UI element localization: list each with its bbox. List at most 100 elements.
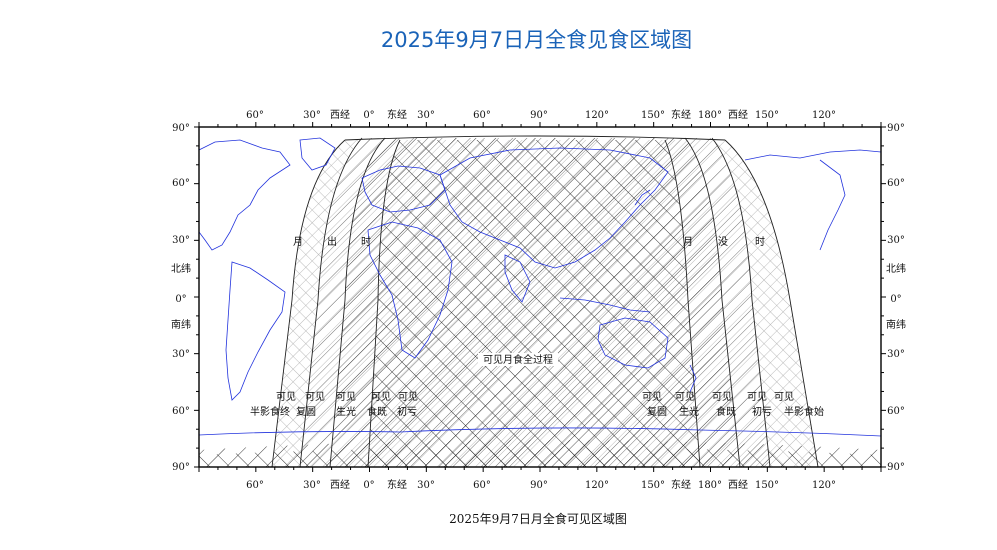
phase-label-bottom: 生光 [679, 405, 699, 418]
phase-label-top: 可见 [774, 391, 794, 403]
full-visible-label-bg [478, 353, 558, 366]
phase-label-top: 可见 [712, 391, 732, 403]
top-axis-label: 东经 [671, 108, 691, 121]
phase-label-top: 可见 [747, 391, 767, 403]
coastline-south-america [225, 261, 286, 401]
top-axis-labels: 60° 30° 西经 0° 东经 30° 60° 90° 120° 150° 东经 180° 西经 150… [246, 108, 836, 121]
coastline-nw-america [819, 159, 846, 251]
right-axis-label: 60° [887, 406, 905, 417]
full-visible-label: 可见月食全过程 [483, 353, 553, 366]
frame-ticks [194, 122, 886, 472]
bottom-axis-label: 30° [417, 480, 435, 491]
boundary-curve [299, 137, 363, 467]
moonset-label: 月没时 [683, 236, 765, 248]
right-axis-labels: 90° 60° 30° 北纬 0° 南纬 30° 60° 90° [886, 123, 906, 473]
left-axis-label: 30° [172, 349, 190, 360]
top-axis-label: 120° [585, 110, 609, 121]
boundary-curve [329, 137, 386, 467]
top-axis-label: 60° [246, 110, 264, 121]
band-polar-south-b [199, 447, 881, 467]
boundary-curve [684, 137, 741, 467]
top-axis-label: 东经 [387, 108, 407, 121]
left-axis-label: 北纬 [171, 262, 191, 275]
map-caption: 2025年9月7日月全食可见区域图 [449, 512, 627, 526]
coastline-asia [439, 147, 669, 269]
right-axis-label: 0° [890, 294, 901, 305]
moonrise-char: 月 [293, 236, 303, 248]
right-axis-label: 60° [887, 178, 905, 189]
coastline-greenland [299, 137, 336, 171]
right-axis-label: 30° [887, 349, 905, 360]
left-axis-label: 南纬 [171, 318, 191, 331]
moonset-char: 月 [683, 236, 693, 248]
bottom-axis-label: 西经 [728, 478, 748, 491]
phase-label-top: 可见 [276, 391, 296, 403]
left-axis-label: 90° [172, 462, 190, 473]
bottom-axis-label: 120° [812, 480, 836, 491]
phase-label-bottom: 初亏 [397, 405, 417, 418]
coastline-africa [367, 221, 453, 359]
band-total-b [368, 140, 700, 467]
right-axis-label: 北纬 [886, 262, 906, 275]
top-axis-label: 30° [303, 110, 321, 121]
moonrise-char: 出 [327, 235, 337, 248]
top-axis-label: 90° [530, 110, 548, 121]
coastline-india [504, 254, 531, 303]
right-axis-label: 90° [887, 462, 905, 473]
top-axis-label: 60° [473, 110, 491, 121]
right-axis-label: 30° [887, 235, 905, 246]
phase-label-top: 可见 [642, 391, 662, 403]
bottom-axis-label: 西经 [330, 478, 350, 491]
coastline-japan [634, 189, 651, 206]
bottom-axis-label: 120° [585, 480, 609, 491]
bottom-axis-labels: 60° 30° 西经 0° 东经 30° 60° 90° 120° 150° 东经 180° 西经 150… [246, 478, 836, 491]
bottom-axis-label: 60° [246, 480, 264, 491]
right-axis-label: 90° [887, 123, 905, 134]
bottom-axis-label: 60° [473, 480, 491, 491]
coastline-antarctica [199, 427, 881, 437]
top-axis-label: 西经 [728, 108, 748, 121]
phase-label-bottom: 生光 [336, 405, 356, 418]
coastline-new-zealand [689, 364, 697, 393]
bottom-axis-label: 150° [641, 480, 665, 491]
boundary-curve [711, 137, 771, 467]
moonrise-label: 月出时 [293, 235, 371, 248]
bottom-axis-label: 180° [698, 480, 722, 491]
phase-label-bottom: 复圆 [296, 405, 316, 418]
top-axis-label: 150° [641, 110, 665, 121]
boundary-curve [344, 135, 726, 141]
top-axis-label: 30° [417, 110, 435, 121]
top-axis-label: 0° [363, 110, 374, 121]
bottom-axis-label: 0° [363, 480, 374, 491]
phase-label-bottom: 食既 [367, 405, 387, 418]
left-axis-label: 30° [172, 235, 190, 246]
right-axis-label: 南纬 [886, 318, 906, 331]
top-axis-label: 180° [698, 110, 722, 121]
phase-label-top: 可见 [398, 391, 418, 403]
bottom-axis-label: 30° [303, 480, 321, 491]
moonset-char: 时 [755, 236, 765, 248]
bottom-axis-label: 东经 [387, 478, 407, 491]
coastline-australia [597, 317, 669, 369]
phase-label-top: 可见 [371, 391, 391, 403]
coastlines [199, 137, 881, 437]
phase-label-top: 可见 [336, 391, 356, 403]
coastline-north-america [199, 139, 291, 251]
coastline-indonesia [559, 297, 651, 313]
phase-label-bottom: 半影食始 [784, 405, 824, 418]
boundary-curve [367, 139, 401, 467]
boundary-curve [271, 139, 346, 467]
phase-label-top: 可见 [675, 391, 695, 403]
band-penumbra-outer-right [712, 140, 818, 467]
moonrise-char: 时 [361, 236, 371, 248]
left-axis-label: 60° [172, 406, 190, 417]
left-axis-label: 60° [172, 178, 190, 189]
left-axis-label: 90° [172, 123, 190, 134]
bottom-axis-label: 东经 [671, 478, 691, 491]
phase-label-bottom: 复圆 [647, 405, 667, 418]
bottom-axis-label: 90° [530, 480, 548, 491]
coastline-alaska [744, 149, 881, 161]
left-axis-label: 0° [175, 294, 186, 305]
